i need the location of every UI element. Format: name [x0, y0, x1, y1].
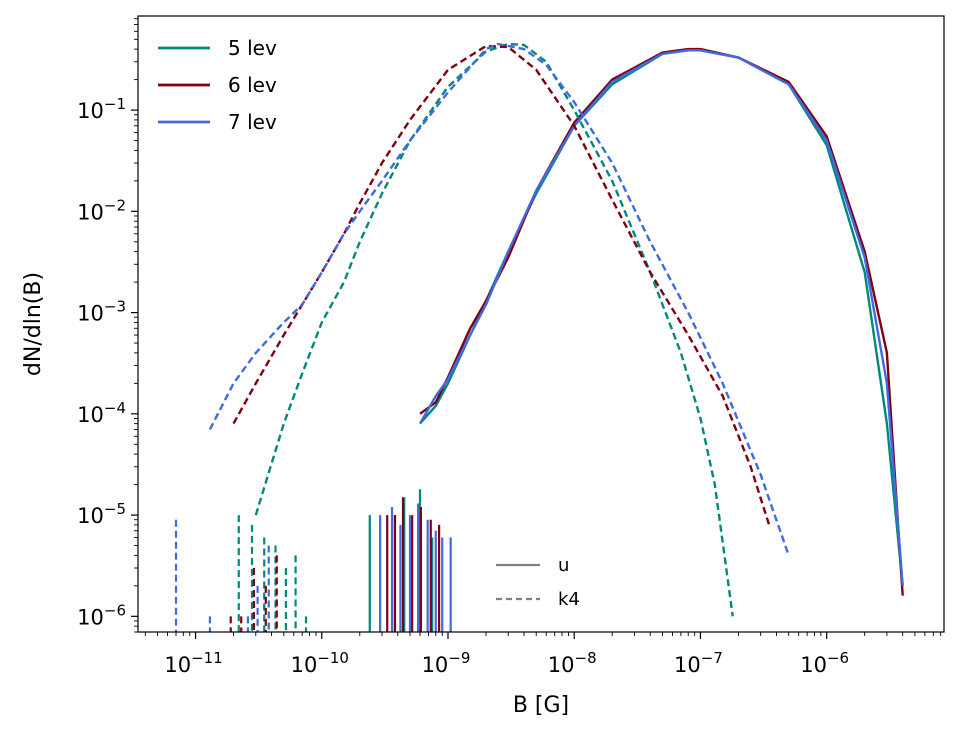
y-tick-label: 10−5 [77, 500, 126, 528]
y-tick-label: 10−2 [77, 196, 126, 224]
y-axis-label: dN/dln(B) [21, 272, 46, 376]
legend-styles: u k4 [496, 555, 580, 610]
x-axis-label: B [G] [513, 693, 569, 718]
x-tick-label: 10−9 [422, 649, 471, 677]
series-line-7-lev-k4 [208, 42, 790, 556]
x-tick-label: 10−8 [548, 649, 597, 677]
tick-labels: 10−11 10−10 10−9 10−8 10−7 10−6 10−6 10−5 10−4 10… [77, 95, 849, 677]
series-noise-7-lev-k4-noise [174, 519, 270, 632]
plot-frame [137, 15, 945, 633]
legend-label-5-lev: 5 lev [228, 36, 277, 60]
legend-label-7-lev: 7 lev [228, 110, 277, 134]
series-noise-7-lev-u-noise [379, 503, 452, 632]
series-noise-6-lev-k4-noise [229, 555, 278, 632]
legend-label-6-lev: 6 lev [228, 73, 277, 97]
y-tick-label: 10−6 [77, 601, 126, 629]
legend-levels: 5 lev 6 lev 7 lev [158, 36, 277, 134]
series-line-6-lev-u [419, 47, 904, 596]
x-tick-label: 10−6 [800, 649, 849, 677]
axis-ticks [131, 18, 942, 639]
series-layer [174, 42, 904, 632]
y-tick-label: 10−3 [77, 298, 126, 326]
legend-style-label-k4: k4 [558, 589, 580, 610]
y-tick-label: 10−4 [77, 399, 126, 427]
series-line-5-lev-k4 [254, 42, 734, 617]
series-line-6-lev-k4 [232, 44, 771, 526]
x-tick-label: 10−10 [291, 649, 349, 677]
series-line-7-lev-u [418, 49, 904, 586]
legend-style-label-u: u [558, 555, 569, 576]
y-tick-label: 10−1 [77, 95, 126, 123]
x-tick-label: 10−7 [674, 649, 723, 677]
series-noise-6-lev-u-noise [386, 497, 441, 632]
series-noise-5-lev-k4-noise [237, 515, 308, 632]
x-tick-label: 10−11 [164, 649, 222, 677]
